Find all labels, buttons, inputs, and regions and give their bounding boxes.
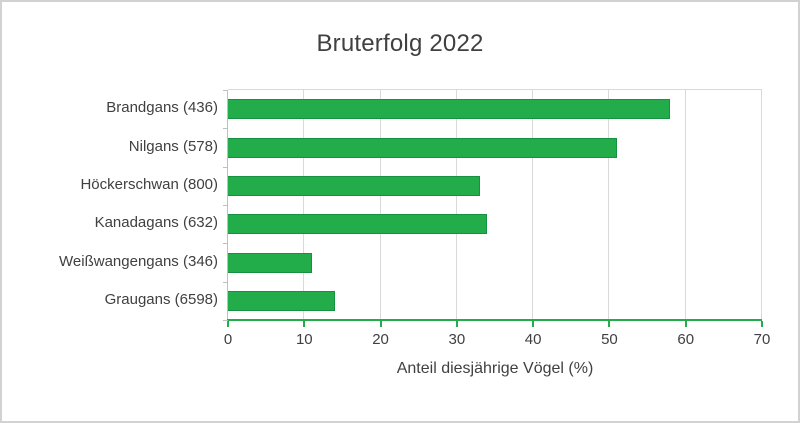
gridline xyxy=(608,90,610,319)
category-axis-tick xyxy=(223,205,228,206)
x-axis-tick xyxy=(761,321,763,327)
gridline xyxy=(379,90,381,319)
x-axis-title: Anteil diesjährige Vögel (%) xyxy=(396,360,594,377)
plot-area xyxy=(223,89,763,327)
x-tick-label: 50 xyxy=(601,331,618,348)
x-tick-label: 60 xyxy=(677,331,695,348)
x-tick-label: 10 xyxy=(295,331,313,348)
category-label: Weißwangengans (346) xyxy=(59,253,218,270)
category-label: Höckerschwan (800) xyxy=(80,176,218,193)
x-axis-tick xyxy=(608,321,611,327)
x-axis-tick xyxy=(303,321,306,327)
x-axis-tick xyxy=(684,321,687,327)
x-tick-label: 40 xyxy=(524,331,542,348)
bar-6 xyxy=(228,291,335,311)
gridline xyxy=(455,90,457,319)
category-label: Kanadagans (632) xyxy=(94,214,218,231)
category-axis-tick xyxy=(223,282,228,283)
category-axis-tick xyxy=(223,320,228,321)
category-axis-tick xyxy=(223,90,228,91)
gridline xyxy=(303,90,305,319)
gridline xyxy=(684,90,686,319)
x-tick-label: 20 xyxy=(372,331,389,348)
category-axis-tick xyxy=(223,128,228,129)
value-axis-line xyxy=(227,319,762,321)
category-axis-tick xyxy=(223,243,228,244)
category-axis-line xyxy=(227,90,228,319)
x-tick-label: 70 xyxy=(753,331,771,348)
x-tick-label: 30 xyxy=(448,331,466,348)
chart-title: Bruterfolg 2022 xyxy=(316,30,484,57)
x-axis-tick xyxy=(227,321,229,327)
category-axis-labels: Brandgans (436) Nilgans (578) Höckerschwan… xyxy=(2,89,218,319)
bar-5 xyxy=(228,253,312,273)
gridline xyxy=(761,90,762,319)
category-axis-tick xyxy=(223,167,228,168)
category-label: Brandgans (436) xyxy=(106,99,218,116)
bar-4 xyxy=(228,214,488,234)
x-tick-labels: 0 10 20 30 40 50 60 70 xyxy=(224,331,771,351)
bar-2 xyxy=(228,138,618,158)
bar-3 xyxy=(228,176,480,196)
bar-1 xyxy=(228,99,671,119)
gridline xyxy=(532,90,534,319)
x-axis-tick xyxy=(379,321,382,327)
category-label: Nilgans (578) xyxy=(128,138,218,155)
x-tick-label: 0 xyxy=(223,331,233,348)
category-label: Graugans (6598) xyxy=(104,291,218,308)
x-axis-tick xyxy=(455,321,458,327)
x-axis-tick xyxy=(532,321,535,327)
